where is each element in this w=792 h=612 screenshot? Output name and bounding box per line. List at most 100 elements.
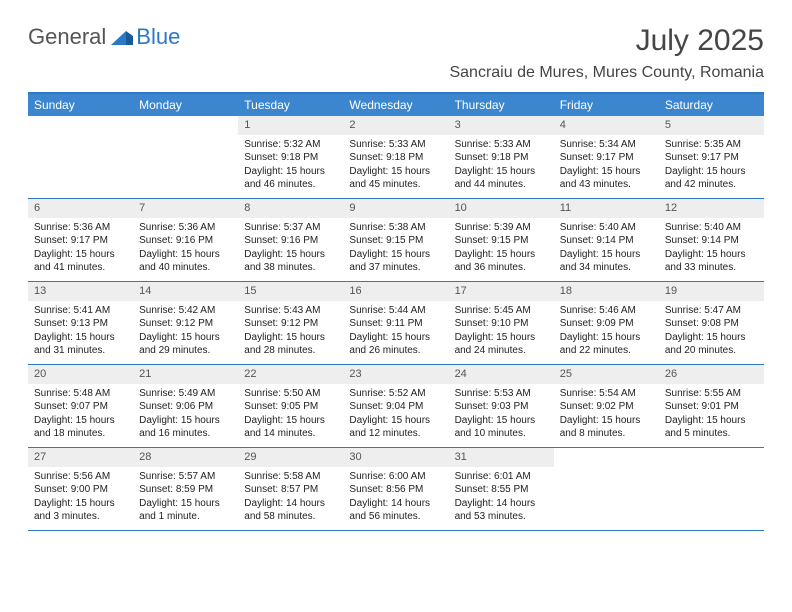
day-cell: 6Sunrise: 5:36 AMSunset: 9:17 PMDaylight… — [28, 199, 133, 281]
week-row: 1Sunrise: 5:32 AMSunset: 9:18 PMDaylight… — [28, 116, 764, 199]
week-row: 6Sunrise: 5:36 AMSunset: 9:17 PMDaylight… — [28, 199, 764, 282]
day-number: 28 — [133, 448, 238, 467]
day-number: 13 — [28, 282, 133, 301]
day-number: 23 — [343, 365, 448, 384]
daylight-text: Daylight: 15 hours and 31 minutes. — [34, 331, 127, 358]
day-number: 18 — [554, 282, 659, 301]
sunset-text: Sunset: 9:00 PM — [34, 483, 127, 497]
sunset-text: Sunset: 9:17 PM — [665, 151, 758, 165]
daylight-text: Daylight: 15 hours and 20 minutes. — [665, 331, 758, 358]
day-cell: 9Sunrise: 5:38 AMSunset: 9:15 PMDaylight… — [343, 199, 448, 281]
sunset-text: Sunset: 9:13 PM — [34, 317, 127, 331]
logo-text-blue: Blue — [136, 24, 180, 50]
week-row: 20Sunrise: 5:48 AMSunset: 9:07 PMDayligh… — [28, 365, 764, 448]
week-row: 13Sunrise: 5:41 AMSunset: 9:13 PMDayligh… — [28, 282, 764, 365]
daylight-text: Daylight: 14 hours and 53 minutes. — [455, 497, 548, 524]
day-cell: 12Sunrise: 5:40 AMSunset: 9:14 PMDayligh… — [659, 199, 764, 281]
day-body: Sunrise: 5:33 AMSunset: 9:18 PMDaylight:… — [449, 135, 554, 198]
page-location: Sancraiu de Mures, Mures County, Romania — [449, 64, 764, 82]
sunset-text: Sunset: 9:10 PM — [455, 317, 548, 331]
daylight-text: Daylight: 15 hours and 43 minutes. — [560, 165, 653, 192]
sunset-text: Sunset: 9:14 PM — [560, 234, 653, 248]
day-number: 1 — [238, 116, 343, 135]
sunrise-text: Sunrise: 5:44 AM — [349, 304, 442, 318]
sunrise-text: Sunrise: 5:55 AM — [665, 387, 758, 401]
sunrise-text: Sunrise: 5:40 AM — [665, 221, 758, 235]
daylight-text: Daylight: 15 hours and 24 minutes. — [455, 331, 548, 358]
daylight-text: Daylight: 15 hours and 18 minutes. — [34, 414, 127, 441]
day-number: 2 — [343, 116, 448, 135]
day-header: Wednesday — [343, 94, 448, 116]
sunset-text: Sunset: 9:12 PM — [139, 317, 232, 331]
day-cell: 24Sunrise: 5:53 AMSunset: 9:03 PMDayligh… — [449, 365, 554, 447]
sunset-text: Sunset: 9:11 PM — [349, 317, 442, 331]
sunrise-text: Sunrise: 5:57 AM — [139, 470, 232, 484]
day-header-row: Sunday Monday Tuesday Wednesday Thursday… — [28, 94, 764, 116]
day-cell: 28Sunrise: 5:57 AMSunset: 8:59 PMDayligh… — [133, 448, 238, 530]
day-body: Sunrise: 5:49 AMSunset: 9:06 PMDaylight:… — [133, 384, 238, 447]
sunrise-text: Sunrise: 5:32 AM — [244, 138, 337, 152]
day-cell: 27Sunrise: 5:56 AMSunset: 9:00 PMDayligh… — [28, 448, 133, 530]
daylight-text: Daylight: 15 hours and 8 minutes. — [560, 414, 653, 441]
day-body: Sunrise: 5:56 AMSunset: 9:00 PMDaylight:… — [28, 467, 133, 530]
sunset-text: Sunset: 9:02 PM — [560, 400, 653, 414]
day-cell: 17Sunrise: 5:45 AMSunset: 9:10 PMDayligh… — [449, 282, 554, 364]
day-cell: 20Sunrise: 5:48 AMSunset: 9:07 PMDayligh… — [28, 365, 133, 447]
daylight-text: Daylight: 15 hours and 28 minutes. — [244, 331, 337, 358]
daylight-text: Daylight: 15 hours and 10 minutes. — [455, 414, 548, 441]
day-number: 29 — [238, 448, 343, 467]
sunrise-text: Sunrise: 5:49 AM — [139, 387, 232, 401]
daylight-text: Daylight: 15 hours and 46 minutes. — [244, 165, 337, 192]
day-body: Sunrise: 5:45 AMSunset: 9:10 PMDaylight:… — [449, 301, 554, 364]
weeks-container: 1Sunrise: 5:32 AMSunset: 9:18 PMDaylight… — [28, 116, 764, 531]
day-number: 24 — [449, 365, 554, 384]
sunset-text: Sunset: 9:18 PM — [244, 151, 337, 165]
day-body: Sunrise: 6:01 AMSunset: 8:55 PMDaylight:… — [449, 467, 554, 530]
day-cell: 5Sunrise: 5:35 AMSunset: 9:17 PMDaylight… — [659, 116, 764, 198]
day-number: 14 — [133, 282, 238, 301]
sunset-text: Sunset: 9:15 PM — [349, 234, 442, 248]
sunset-text: Sunset: 9:06 PM — [139, 400, 232, 414]
day-body: Sunrise: 5:46 AMSunset: 9:09 PMDaylight:… — [554, 301, 659, 364]
day-body: Sunrise: 5:40 AMSunset: 9:14 PMDaylight:… — [554, 218, 659, 281]
daylight-text: Daylight: 15 hours and 33 minutes. — [665, 248, 758, 275]
day-number: 22 — [238, 365, 343, 384]
day-cell — [554, 448, 659, 530]
day-body: Sunrise: 5:36 AMSunset: 9:16 PMDaylight:… — [133, 218, 238, 281]
day-body: Sunrise: 5:37 AMSunset: 9:16 PMDaylight:… — [238, 218, 343, 281]
sunrise-text: Sunrise: 5:56 AM — [34, 470, 127, 484]
day-cell: 31Sunrise: 6:01 AMSunset: 8:55 PMDayligh… — [449, 448, 554, 530]
daylight-text: Daylight: 15 hours and 36 minutes. — [455, 248, 548, 275]
day-header: Sunday — [28, 94, 133, 116]
sunrise-text: Sunrise: 5:48 AM — [34, 387, 127, 401]
day-cell: 18Sunrise: 5:46 AMSunset: 9:09 PMDayligh… — [554, 282, 659, 364]
sunset-text: Sunset: 9:08 PM — [665, 317, 758, 331]
sunset-text: Sunset: 9:14 PM — [665, 234, 758, 248]
day-body: Sunrise: 6:00 AMSunset: 8:56 PMDaylight:… — [343, 467, 448, 530]
day-cell: 1 Sunrise: 5:32 AMSunset: 9:18 PMDaylight… — [238, 116, 343, 198]
day-number: 4 — [554, 116, 659, 135]
day-cell: 14Sunrise: 5:42 AMSunset: 9:12 PMDayligh… — [133, 282, 238, 364]
sunset-text: Sunset: 9:18 PM — [349, 151, 442, 165]
day-cell: 19Sunrise: 5:47 AMSunset: 9:08 PMDayligh… — [659, 282, 764, 364]
day-body: Sunrise: 5:47 AMSunset: 9:08 PMDaylight:… — [659, 301, 764, 364]
day-cell: 15Sunrise: 5:43 AMSunset: 9:12 PMDayligh… — [238, 282, 343, 364]
day-body: Sunrise: 5:55 AMSunset: 9:01 PMDaylight:… — [659, 384, 764, 447]
daylight-text: Daylight: 15 hours and 26 minutes. — [349, 331, 442, 358]
sunrise-text: Sunrise: 5:40 AM — [560, 221, 653, 235]
sunset-text: Sunset: 9:07 PM — [34, 400, 127, 414]
day-number: 8 — [238, 199, 343, 218]
daylight-text: Daylight: 15 hours and 37 minutes. — [349, 248, 442, 275]
day-number: 26 — [659, 365, 764, 384]
day-number: 21 — [133, 365, 238, 384]
day-cell — [28, 116, 133, 198]
sunset-text: Sunset: 9:03 PM — [455, 400, 548, 414]
day-number: 9 — [343, 199, 448, 218]
sunrise-text: Sunrise: 5:41 AM — [34, 304, 127, 318]
logo-triangle-icon — [111, 29, 133, 45]
day-body: Sunrise: 5:53 AMSunset: 9:03 PMDaylight:… — [449, 384, 554, 447]
day-body: Sunrise: 5:50 AMSunset: 9:05 PMDaylight:… — [238, 384, 343, 447]
sunset-text: Sunset: 9:17 PM — [34, 234, 127, 248]
week-row: 27Sunrise: 5:56 AMSunset: 9:00 PMDayligh… — [28, 448, 764, 531]
sunrise-text: Sunrise: 5:47 AM — [665, 304, 758, 318]
